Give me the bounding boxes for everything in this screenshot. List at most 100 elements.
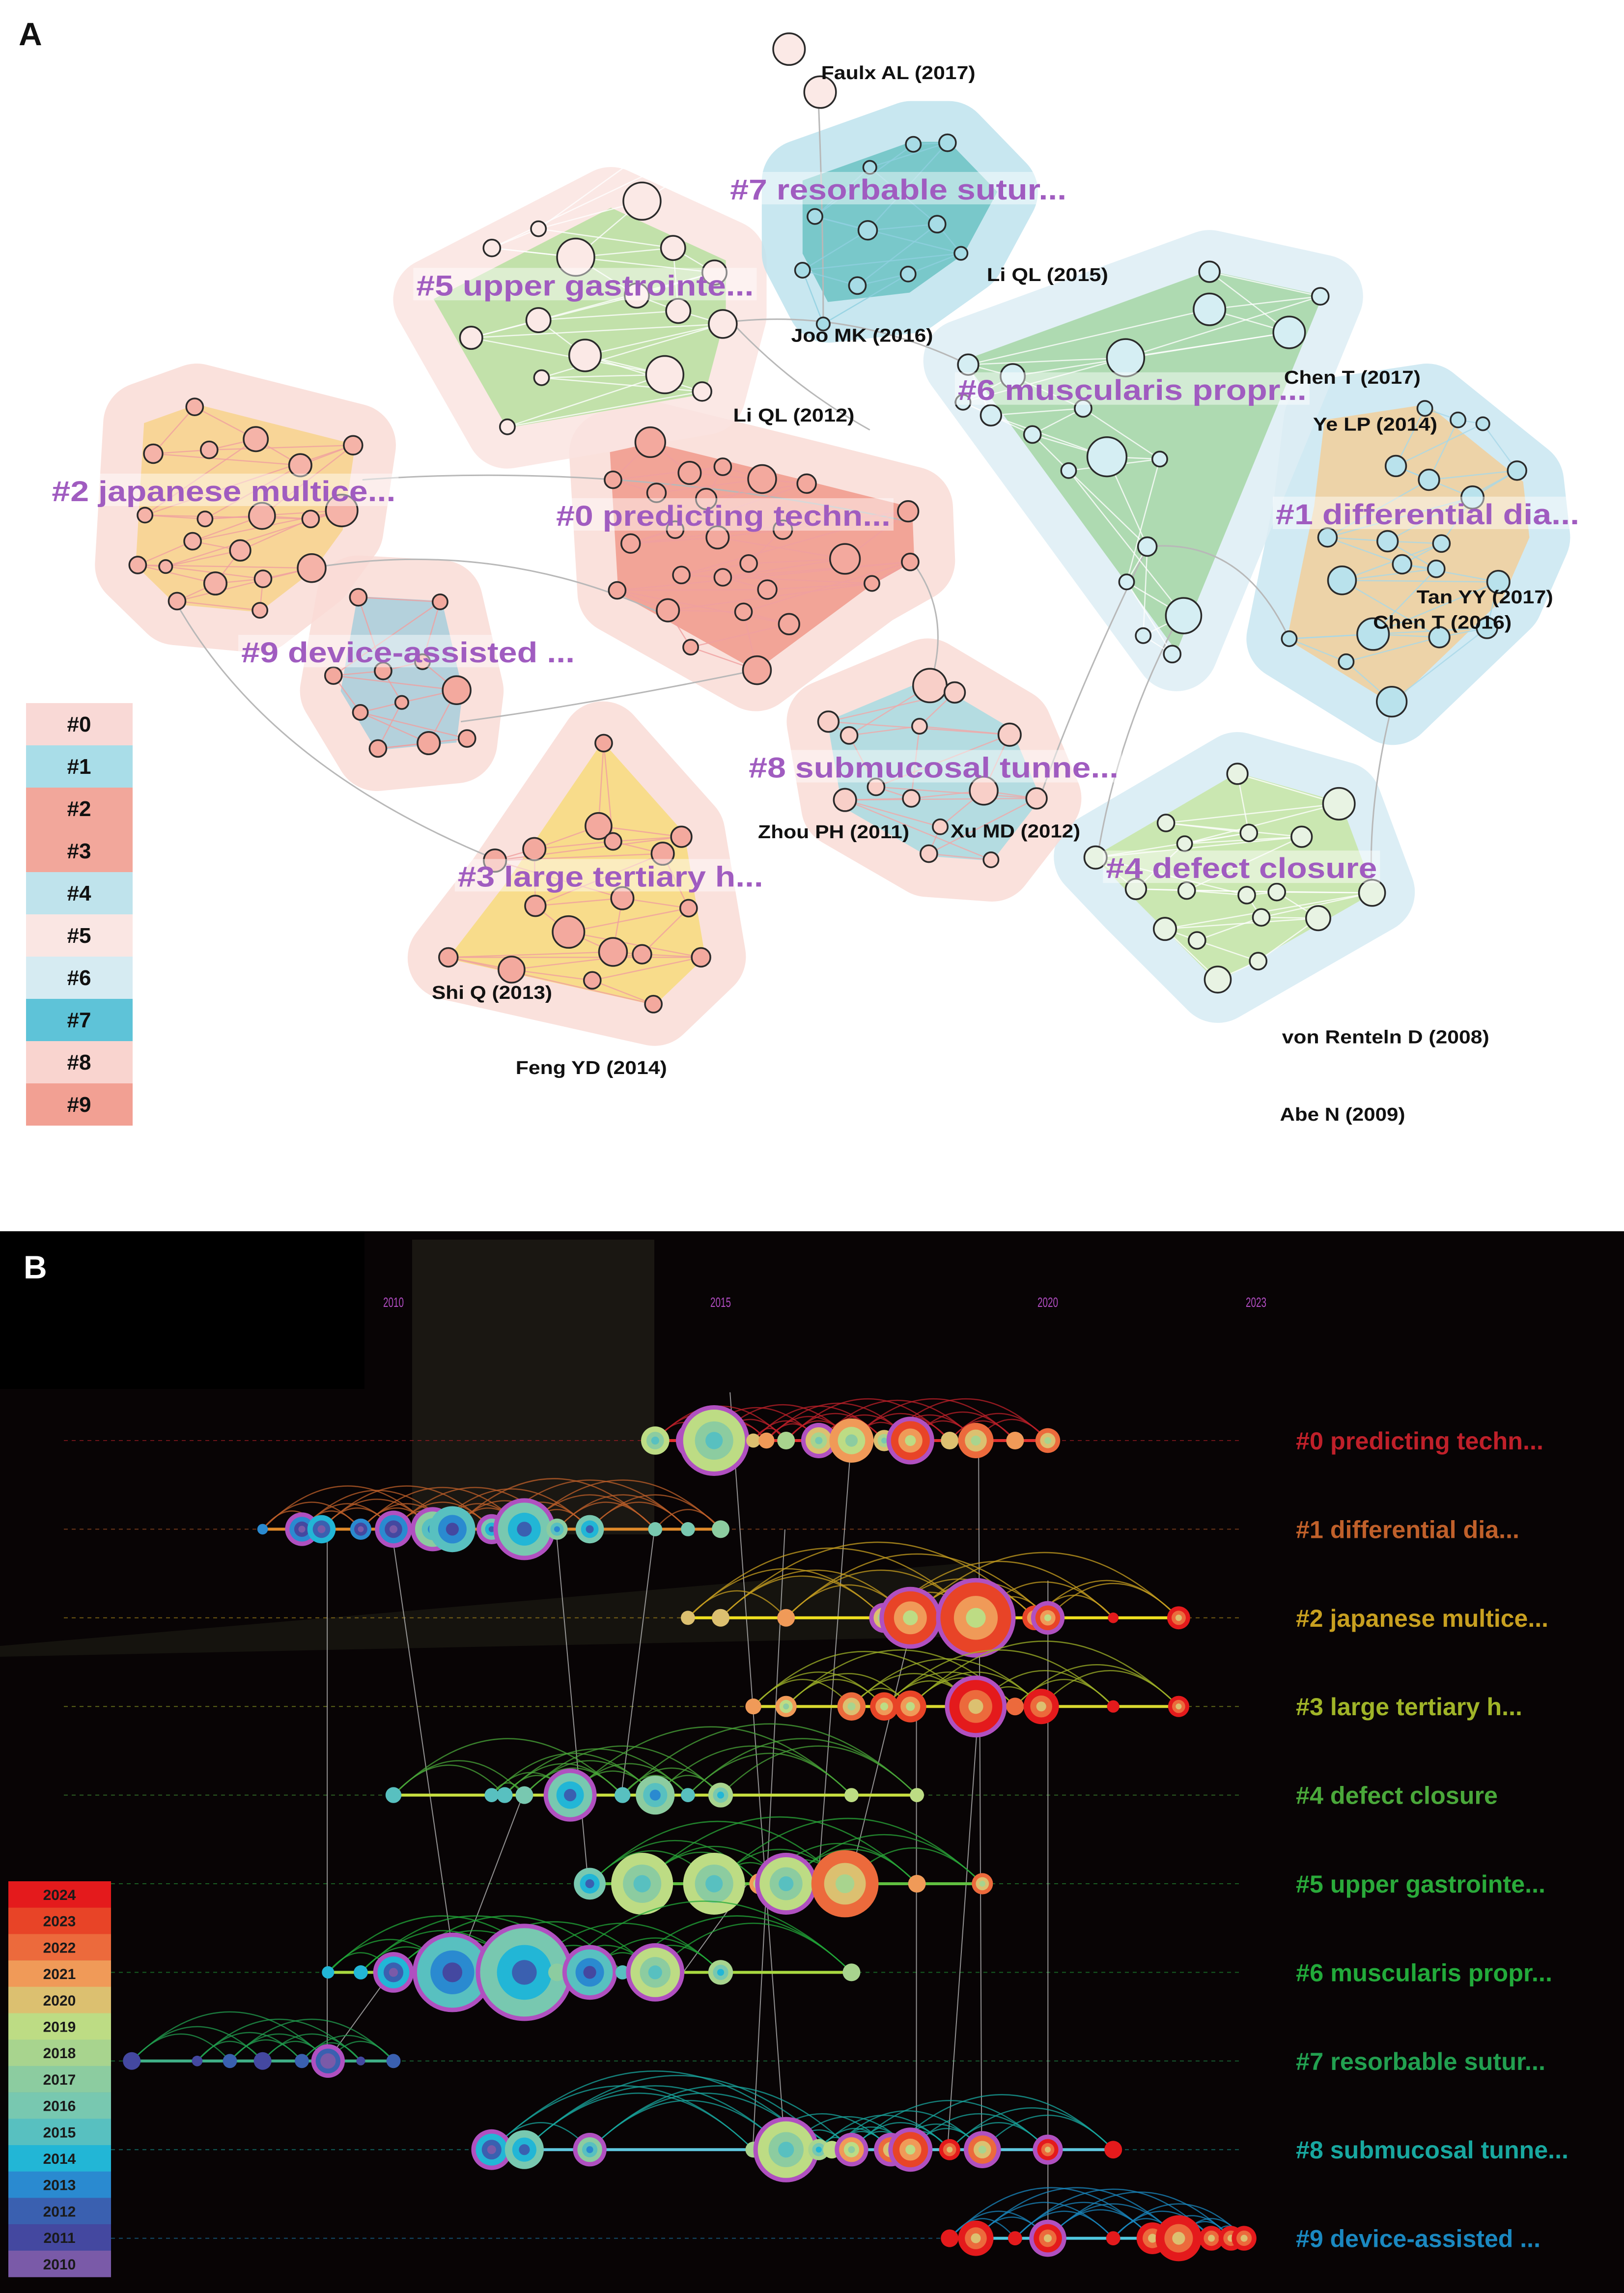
network-edge (358, 596, 440, 603)
timeline-node-core (517, 1522, 532, 1537)
network-edge (1165, 917, 1318, 930)
year-legend-swatch (8, 2198, 111, 2225)
cluster-label-band (49, 474, 399, 506)
cited-reference-node (938, 133, 957, 152)
network-edge (541, 323, 723, 378)
year-legend: 2024 2023 2022 2021 2020 2019 2018 2017 2016 2015… (8, 1881, 111, 2277)
cited-reference-node (734, 602, 753, 622)
timeline-node-core (648, 1965, 662, 1980)
network-edge (681, 563, 749, 576)
network-edge (910, 726, 921, 799)
network-edge (585, 355, 702, 393)
network-edge (538, 228, 673, 249)
cited-reference-node (695, 487, 718, 510)
cited-reference-node (739, 554, 758, 573)
cited-reference-node (343, 435, 364, 455)
cited-reference-node (1156, 814, 1176, 832)
legend-label: #1 (67, 755, 91, 779)
inter-cluster-link (175, 602, 498, 861)
network-edge (1261, 892, 1372, 918)
legend-swatch (26, 1041, 133, 1083)
cited-reference-node (552, 915, 586, 949)
network-edge (538, 310, 678, 321)
citation-arc (910, 1641, 1179, 1707)
cited-reference-node (522, 837, 547, 861)
legend-swatch (26, 703, 133, 745)
timeline-node (777, 1432, 795, 1449)
cited-reference-node (203, 571, 228, 596)
citation-arc (229, 2018, 394, 2062)
cited-reference-node (757, 579, 778, 600)
network-edge (919, 725, 1010, 736)
author-label: Feng YD (2014) (516, 1058, 667, 1078)
citation-arc (557, 1900, 852, 1973)
cited-reference-node (1486, 569, 1511, 594)
timeline-node-core (1148, 2234, 1157, 2243)
cited-reference-node (1152, 917, 1177, 941)
cited-reference-node (394, 695, 409, 710)
timeline-node (681, 1788, 695, 1803)
citation-arc (524, 1479, 721, 1530)
inter-cluster-link (1147, 545, 1290, 639)
cross-cluster-link (947, 1707, 980, 2149)
cited-reference-node (672, 566, 691, 585)
network-edge (568, 907, 689, 933)
cited-reference-node (701, 259, 728, 286)
year-legend-label: 2015 (43, 2124, 76, 2141)
cited-reference-node (665, 298, 692, 324)
timeline-node-core (903, 1610, 918, 1625)
cited-reference-node (982, 851, 1000, 868)
network-edge (1186, 836, 1302, 891)
citation-arc (524, 2075, 833, 2151)
cited-reference-node (692, 381, 712, 402)
author-label: Shi Q (2013) (432, 983, 552, 1003)
network-edge (1095, 832, 1249, 858)
legend-swatch (26, 745, 133, 788)
timeline-node-core (966, 1608, 986, 1628)
network-edge (990, 415, 1107, 457)
timeline-cluster-label: #4 defect closure (1296, 1782, 1498, 1810)
cited-reference-node (833, 788, 857, 812)
citation-arc (654, 1923, 852, 1973)
timeline-node-core (848, 2146, 855, 2153)
cited-reference-node (899, 265, 917, 283)
network-edge (1342, 568, 1436, 581)
network-edge (204, 464, 301, 520)
inter-cluster-link (725, 318, 969, 366)
year-legend-swatch (8, 2250, 111, 2277)
network-edge (814, 167, 870, 217)
timeline-node (484, 1788, 499, 1803)
network-edge (968, 309, 1210, 366)
network-edge (723, 558, 845, 578)
network-edge (848, 735, 877, 788)
legend-label: #2 (67, 797, 91, 821)
network-edge (209, 445, 353, 451)
cluster-label-band (1103, 850, 1380, 883)
year-tick-label: 2020 (1037, 1295, 1058, 1310)
citation-arc (785, 1553, 1048, 1618)
cited-reference-node (620, 533, 641, 554)
author-label: Joo MK (2016) (791, 325, 933, 346)
timeline-node (681, 1611, 695, 1625)
network-edge (823, 273, 909, 325)
timeline-node (712, 1609, 729, 1627)
cross-cluster-link (752, 1529, 785, 2149)
timeline-row (471, 2070, 1122, 2182)
year-legend-label: 2019 (43, 2019, 76, 2036)
cited-reference-node (417, 731, 441, 756)
cited-reference-node (248, 502, 276, 530)
cited-reference-node (623, 283, 650, 309)
cited-reference-node (772, 32, 806, 66)
timeline-node-core (1044, 1437, 1052, 1444)
cited-reference-node (524, 895, 547, 917)
network-edge (844, 799, 941, 828)
network-edge (177, 567, 312, 602)
timeline-node (712, 1520, 729, 1538)
network-edge (144, 438, 256, 516)
network-edge (568, 931, 701, 958)
cited-reference-node (943, 681, 966, 704)
timeline-node (548, 1963, 566, 1982)
network-edge (358, 597, 384, 672)
timeline-node-core (779, 1876, 794, 1892)
timeline-node (1107, 1700, 1120, 1713)
